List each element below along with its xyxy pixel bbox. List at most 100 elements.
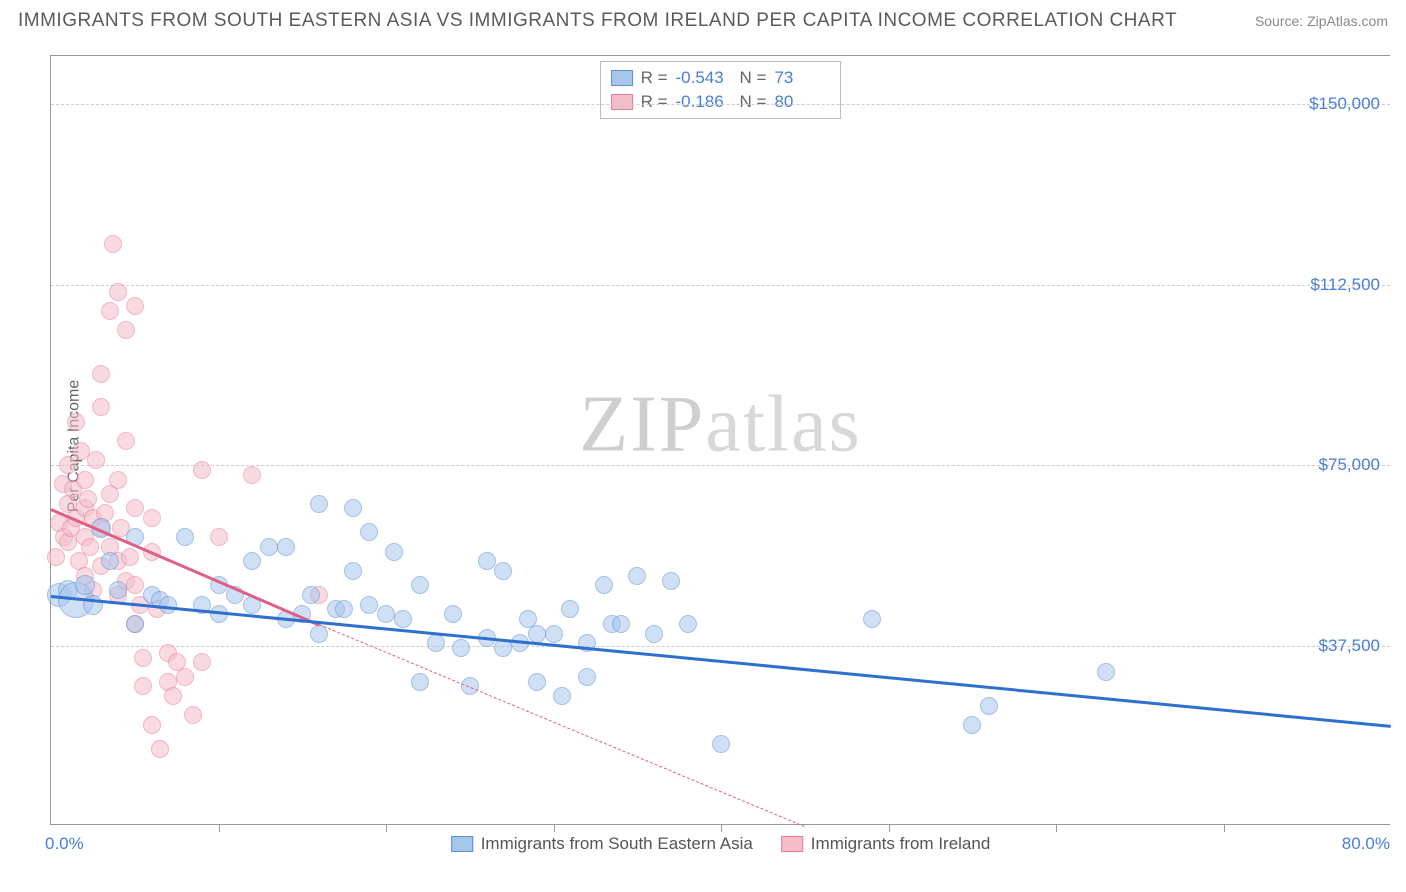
y-tick-label: $37,500 bbox=[1319, 636, 1380, 656]
x-min-label: 0.0% bbox=[45, 834, 84, 854]
source-label: Source: ZipAtlas.com bbox=[1255, 13, 1388, 29]
data-point bbox=[47, 548, 65, 566]
data-point bbox=[360, 596, 378, 614]
data-point bbox=[277, 538, 295, 556]
data-point bbox=[394, 610, 412, 628]
data-point bbox=[335, 600, 353, 618]
data-point bbox=[302, 586, 320, 604]
swatch-icon bbox=[781, 836, 803, 852]
data-point bbox=[452, 639, 470, 657]
data-point bbox=[478, 552, 496, 570]
data-point bbox=[75, 575, 95, 595]
data-point bbox=[92, 398, 110, 416]
data-point bbox=[193, 461, 211, 479]
x-tick bbox=[554, 824, 555, 832]
x-tick bbox=[1224, 824, 1225, 832]
data-point bbox=[494, 562, 512, 580]
data-point bbox=[427, 634, 445, 652]
y-tick-label: $112,500 bbox=[1310, 275, 1380, 295]
gridline bbox=[51, 285, 1390, 286]
data-point bbox=[176, 668, 194, 686]
data-point bbox=[81, 538, 99, 556]
data-point bbox=[628, 567, 646, 585]
data-point bbox=[79, 490, 97, 508]
swatch-series1 bbox=[611, 70, 633, 86]
data-point bbox=[260, 538, 278, 556]
data-point bbox=[963, 716, 981, 734]
bottom-legend: Immigrants from South Eastern Asia Immig… bbox=[451, 834, 991, 854]
data-point bbox=[109, 283, 127, 301]
data-point bbox=[101, 552, 119, 570]
data-point bbox=[117, 321, 135, 339]
data-point bbox=[553, 687, 571, 705]
stats-legend: R = -0.543 N = 73 R = -0.186 N = 80 bbox=[600, 61, 842, 119]
data-point bbox=[159, 596, 177, 614]
data-point bbox=[360, 523, 378, 541]
data-point bbox=[444, 605, 462, 623]
x-tick bbox=[889, 824, 890, 832]
data-point bbox=[980, 697, 998, 715]
trendline-extrapolated bbox=[319, 624, 805, 827]
x-tick bbox=[1056, 824, 1057, 832]
data-point bbox=[121, 548, 139, 566]
data-point bbox=[87, 451, 105, 469]
legend-item-1: Immigrants from South Eastern Asia bbox=[451, 834, 753, 854]
data-point bbox=[143, 509, 161, 527]
data-point bbox=[184, 706, 202, 724]
data-point bbox=[712, 735, 730, 753]
stats-row-2: R = -0.186 N = 80 bbox=[611, 90, 831, 114]
gridline bbox=[51, 646, 1390, 647]
y-tick-label: $75,000 bbox=[1319, 455, 1380, 475]
data-point bbox=[679, 615, 697, 633]
r-value-2: -0.186 bbox=[676, 92, 732, 112]
data-point bbox=[109, 581, 127, 599]
gridline bbox=[51, 104, 1390, 105]
chart-title: IMMIGRANTS FROM SOUTH EASTERN ASIA VS IM… bbox=[18, 10, 1177, 32]
data-point bbox=[411, 673, 429, 691]
swatch-icon bbox=[451, 836, 473, 852]
data-point bbox=[310, 495, 328, 513]
data-point bbox=[344, 562, 362, 580]
y-tick-label: $150,000 bbox=[1309, 94, 1380, 114]
data-point bbox=[528, 625, 546, 643]
data-point bbox=[59, 456, 77, 474]
data-point bbox=[117, 432, 135, 450]
data-point bbox=[645, 625, 663, 643]
data-point bbox=[101, 302, 119, 320]
data-point bbox=[126, 499, 144, 517]
x-tick bbox=[219, 824, 220, 832]
data-point bbox=[67, 413, 85, 431]
x-tick bbox=[721, 824, 722, 832]
legend-label-1: Immigrants from South Eastern Asia bbox=[481, 834, 753, 854]
data-point bbox=[151, 740, 169, 758]
data-point bbox=[92, 365, 110, 383]
data-point bbox=[1097, 663, 1115, 681]
data-point bbox=[612, 615, 630, 633]
data-point bbox=[193, 653, 211, 671]
data-point bbox=[134, 677, 152, 695]
data-point bbox=[243, 552, 261, 570]
data-point bbox=[126, 576, 144, 594]
data-point bbox=[411, 576, 429, 594]
n-value-2: 80 bbox=[774, 92, 830, 112]
data-point bbox=[528, 673, 546, 691]
data-point bbox=[545, 625, 563, 643]
data-point bbox=[126, 615, 144, 633]
x-tick bbox=[386, 824, 387, 832]
stats-row-1: R = -0.543 N = 73 bbox=[611, 66, 831, 90]
data-point bbox=[578, 668, 596, 686]
r-value-1: -0.543 bbox=[676, 68, 732, 88]
data-point bbox=[863, 610, 881, 628]
data-point bbox=[126, 297, 144, 315]
scatter-chart: ZIPatlas R = -0.543 N = 73 R = -0.186 N … bbox=[50, 55, 1390, 825]
data-point bbox=[243, 466, 261, 484]
data-point bbox=[109, 471, 127, 489]
data-point bbox=[662, 572, 680, 590]
data-point bbox=[561, 600, 579, 618]
data-point bbox=[344, 499, 362, 517]
data-point bbox=[595, 576, 613, 594]
watermark: ZIPatlas bbox=[579, 379, 862, 470]
data-point bbox=[210, 528, 228, 546]
legend-label-2: Immigrants from Ireland bbox=[811, 834, 991, 854]
data-point bbox=[385, 543, 403, 561]
